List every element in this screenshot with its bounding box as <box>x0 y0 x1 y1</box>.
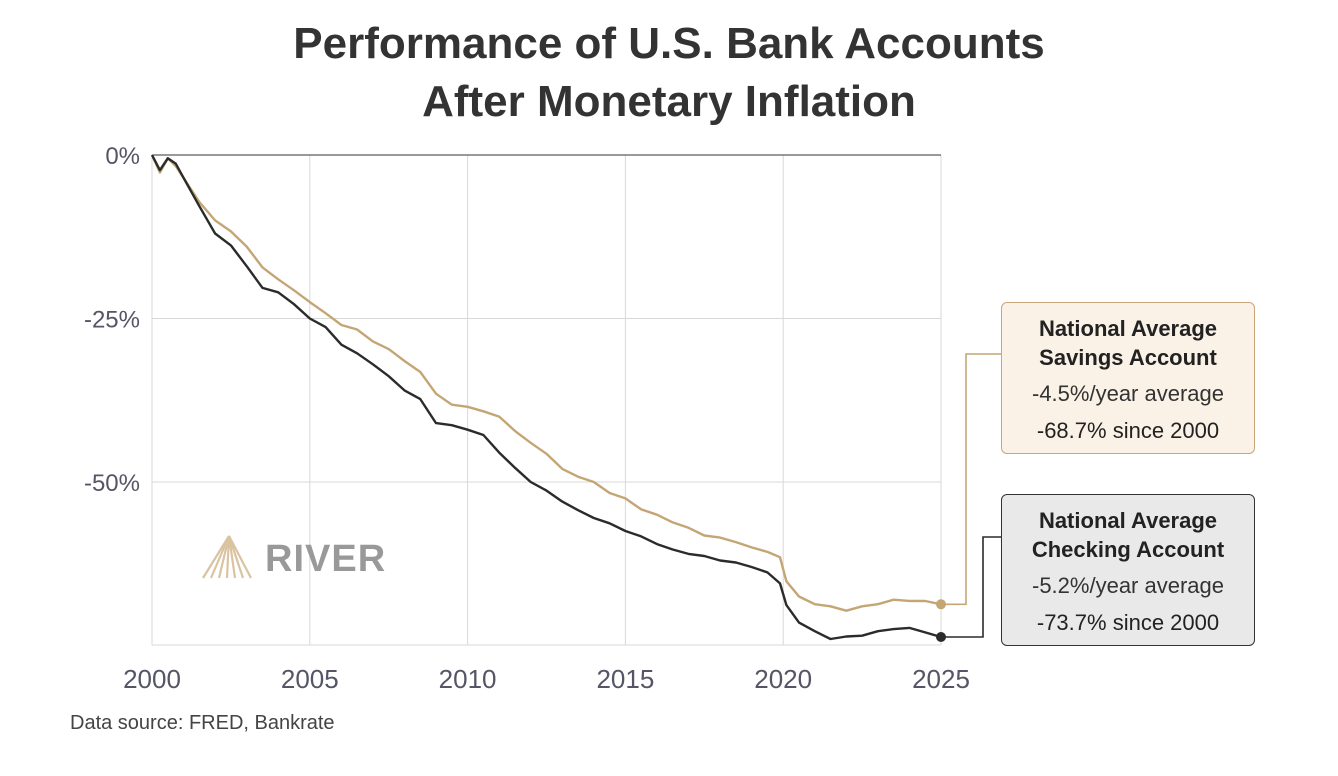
savings-callout-name: National Average Savings Account <box>1002 314 1254 372</box>
river-logo-icon <box>202 535 252 579</box>
checking-rate: -5.2%/year average <box>1032 573 1224 598</box>
y-tick-label-2: -50% <box>84 470 140 497</box>
x-tick-label-2000: 2000 <box>123 664 181 694</box>
y-tick-label-1: -25% <box>84 307 140 334</box>
x-tick-label-2015: 2015 <box>596 664 654 694</box>
x-tick-label-2025: 2025 <box>912 664 970 694</box>
checking-leader-line <box>941 536 1001 638</box>
checking-end-dot <box>936 631 946 642</box>
checking-callout-name: National Average Checking Account <box>1002 506 1254 564</box>
x-tick-label-2020: 2020 <box>754 664 812 694</box>
savings-line <box>150 154 942 612</box>
savings-total: -68.7% since 2000 <box>1036 418 1220 443</box>
savings-callout: National Average Savings Account -4.5%/y… <box>1001 302 1255 454</box>
y-axis-ticks: 0% -25% -50% <box>84 143 140 497</box>
grid <box>151 154 942 646</box>
y-tick-label-0: 0% <box>105 143 140 170</box>
checking-callout: National Average Checking Account -5.2%/… <box>1001 494 1255 646</box>
savings-leader-line <box>941 353 1001 606</box>
river-logo-text: RIVER <box>265 538 387 580</box>
x-axis-ticks: 2000 2005 2010 2015 2020 2025 <box>123 664 970 694</box>
checking-line <box>150 154 942 641</box>
checking-name-line-1: National Average <box>1038 508 1218 533</box>
checking-name-line-2: Checking Account <box>1031 537 1225 562</box>
savings-name-line-1: National Average <box>1038 316 1218 341</box>
data-source: Data source: FRED, Bankrate <box>70 712 335 734</box>
chart-title-line-1: Performance of U.S. Bank Accounts <box>293 19 1045 68</box>
savings-rate: -4.5%/year average <box>1032 381 1224 406</box>
callout-leaders <box>936 353 1001 642</box>
x-tick-label-2005: 2005 <box>281 664 339 694</box>
savings-name-line-2: Savings Account <box>1039 345 1217 370</box>
x-tick-label-2010: 2010 <box>439 664 497 694</box>
savings-end-dot <box>936 599 946 610</box>
checking-total: -73.7% since 2000 <box>1036 610 1220 635</box>
river-logo: RIVER <box>201 534 401 580</box>
series-lines <box>150 154 942 641</box>
chart-title-line-2: After Monetary Inflation <box>422 77 916 126</box>
